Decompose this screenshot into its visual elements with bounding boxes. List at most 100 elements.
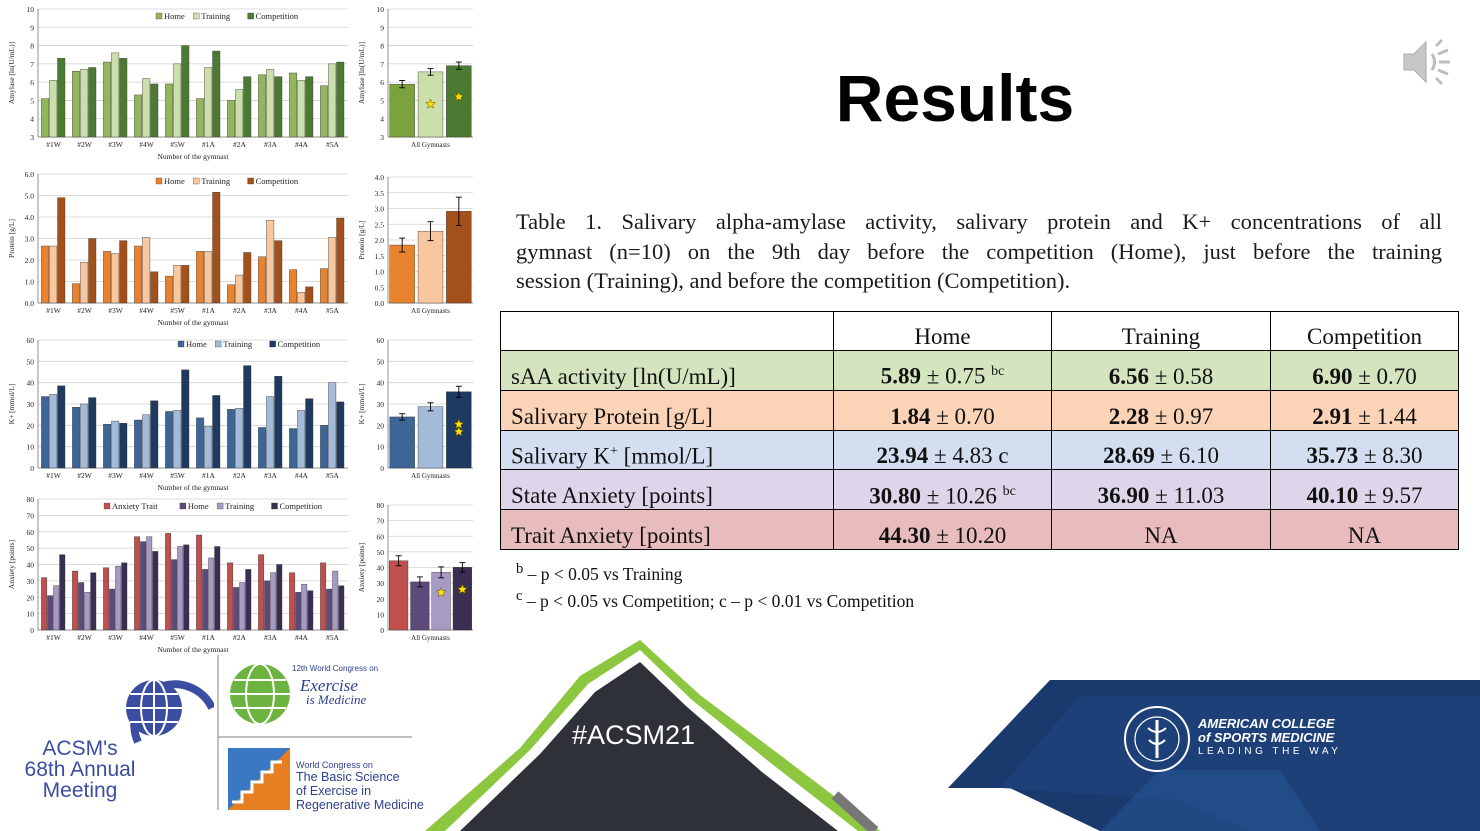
legend-swatch xyxy=(247,12,254,20)
legend-swatch xyxy=(247,177,254,185)
bar xyxy=(165,411,174,469)
bar xyxy=(88,238,97,304)
bar xyxy=(320,425,329,469)
bar xyxy=(80,403,89,469)
x-tick-label: #3W xyxy=(108,471,124,480)
bar xyxy=(227,100,236,138)
bar xyxy=(119,422,128,469)
bar xyxy=(88,397,97,469)
x-tick-label: #3A xyxy=(264,633,278,642)
bar xyxy=(111,52,120,138)
bar xyxy=(165,275,174,304)
exercise-is-medicine-label: Exercise xyxy=(300,676,358,695)
bar xyxy=(266,220,275,304)
bar xyxy=(142,414,151,469)
bar xyxy=(41,245,50,304)
y-axis-label: Protein [g/L] xyxy=(357,221,366,260)
bar xyxy=(446,65,472,138)
y-tick-label: 50 xyxy=(377,548,385,557)
bar xyxy=(88,67,97,138)
bar xyxy=(389,244,415,304)
y-tick-label: 6.0 xyxy=(25,170,35,179)
table-caption: Table 1. Salivary alpha-amylase activity… xyxy=(516,207,1442,296)
bar xyxy=(80,261,89,304)
x-tick-label: #4W xyxy=(139,306,155,315)
bar xyxy=(204,251,213,304)
bar xyxy=(177,546,184,631)
acsm-meeting-label: ACSM's 68th Annual Meeting xyxy=(18,738,142,801)
row-label: sAA activity [ln(U/mL)] xyxy=(500,350,834,391)
caption-line: Table 1. Salivary alpha-amylase activity… xyxy=(516,209,1442,234)
legend-label: Home xyxy=(188,501,209,511)
y-tick-label: 3.0 xyxy=(25,235,35,244)
y-axis-label: Protein [g/L] xyxy=(7,219,16,258)
bar xyxy=(389,416,415,469)
bar xyxy=(111,253,120,304)
plot-area: 3 4 5 6 7 8 9 10 Amylase [ln(U/mL)] #1W #2W #3W #4W #… xyxy=(7,5,348,161)
x-axis-label: Number of the gymnast xyxy=(157,483,229,492)
y-tick-label: 80 xyxy=(27,495,35,504)
y-tick-label: 20 xyxy=(377,595,385,604)
row-label: Trait Anxiety [points] xyxy=(500,509,834,550)
bar xyxy=(297,410,306,469)
row-label: State Anxiety [points] xyxy=(500,469,834,511)
bar xyxy=(301,583,308,631)
legend-label: Training xyxy=(201,176,231,186)
bar xyxy=(57,385,66,469)
legend-label: Home xyxy=(186,339,207,349)
bar xyxy=(332,570,339,631)
legend-label: Home xyxy=(164,11,185,21)
bar xyxy=(103,567,110,631)
y-tick-label: 8 xyxy=(30,42,34,51)
y-tick-label: 20 xyxy=(377,421,385,430)
bar xyxy=(452,567,472,631)
y-tick-label: 0.0 xyxy=(25,299,35,308)
x-tick-label: #2A xyxy=(233,471,247,480)
bar xyxy=(289,269,298,304)
bar xyxy=(142,78,151,138)
plot-area: 3 4 5 6 7 8 9 10 Amylase [ln(U/mL)] All Gymnasts xyxy=(357,5,473,149)
table-cell: 23.94 ± 4.83 c xyxy=(833,429,1052,471)
y-tick-label: 70 xyxy=(377,517,385,526)
significance-star-icon xyxy=(453,91,465,102)
y-tick-label: 30 xyxy=(27,400,35,409)
bar xyxy=(134,94,143,138)
amylase-by-gymnast-chart: 3 4 5 6 7 8 9 10 Amylase [ln(U/mL)] #1W #2W #3W #4W #… xyxy=(7,5,348,161)
x-tick-label: #2W xyxy=(77,306,93,315)
row-label: Salivary Protein [g/L] xyxy=(500,389,834,431)
bar xyxy=(305,398,314,469)
hashtag-label: #ACSM21 xyxy=(572,720,696,750)
table-cell: NA xyxy=(1051,509,1271,550)
footnote-sup: b xyxy=(516,561,524,577)
x-tick-label: #4W xyxy=(139,471,155,480)
bar xyxy=(239,582,246,631)
bar xyxy=(196,98,205,138)
y-tick-label: 30 xyxy=(377,400,385,409)
y-tick-label: 9 xyxy=(380,23,384,32)
table-header-home: Home xyxy=(833,311,1052,351)
y-tick-label: 2.0 xyxy=(25,256,35,265)
bar xyxy=(121,562,128,631)
bar xyxy=(320,562,327,631)
bar xyxy=(258,74,267,138)
legend-label: Anxiety Trait xyxy=(112,501,158,511)
x-tick-label: #4W xyxy=(139,140,155,149)
legend-label: Competition xyxy=(256,11,299,21)
bar xyxy=(320,85,329,138)
bar xyxy=(72,406,81,469)
x-tick-label: #1A xyxy=(202,140,216,149)
bar xyxy=(266,69,275,138)
y-tick-label: 8 xyxy=(380,42,384,51)
y-tick-label: 5 xyxy=(30,96,34,105)
x-tick-label: #3W xyxy=(108,633,124,642)
row-label: Salivary K+ [mmol/L] xyxy=(500,429,834,471)
significance-star-icon xyxy=(425,98,436,109)
legend-label: Training xyxy=(225,501,255,511)
y-axis-label: Amylase [ln(U/mL)] xyxy=(357,42,366,104)
y-tick-label: 2.5 xyxy=(375,220,385,229)
bar xyxy=(227,409,236,469)
bar xyxy=(431,572,451,631)
x-axis-label: Number of the gymnast xyxy=(157,645,229,654)
x-tick-label: #1W xyxy=(46,306,62,315)
speaker-icon[interactable] xyxy=(1400,36,1456,88)
